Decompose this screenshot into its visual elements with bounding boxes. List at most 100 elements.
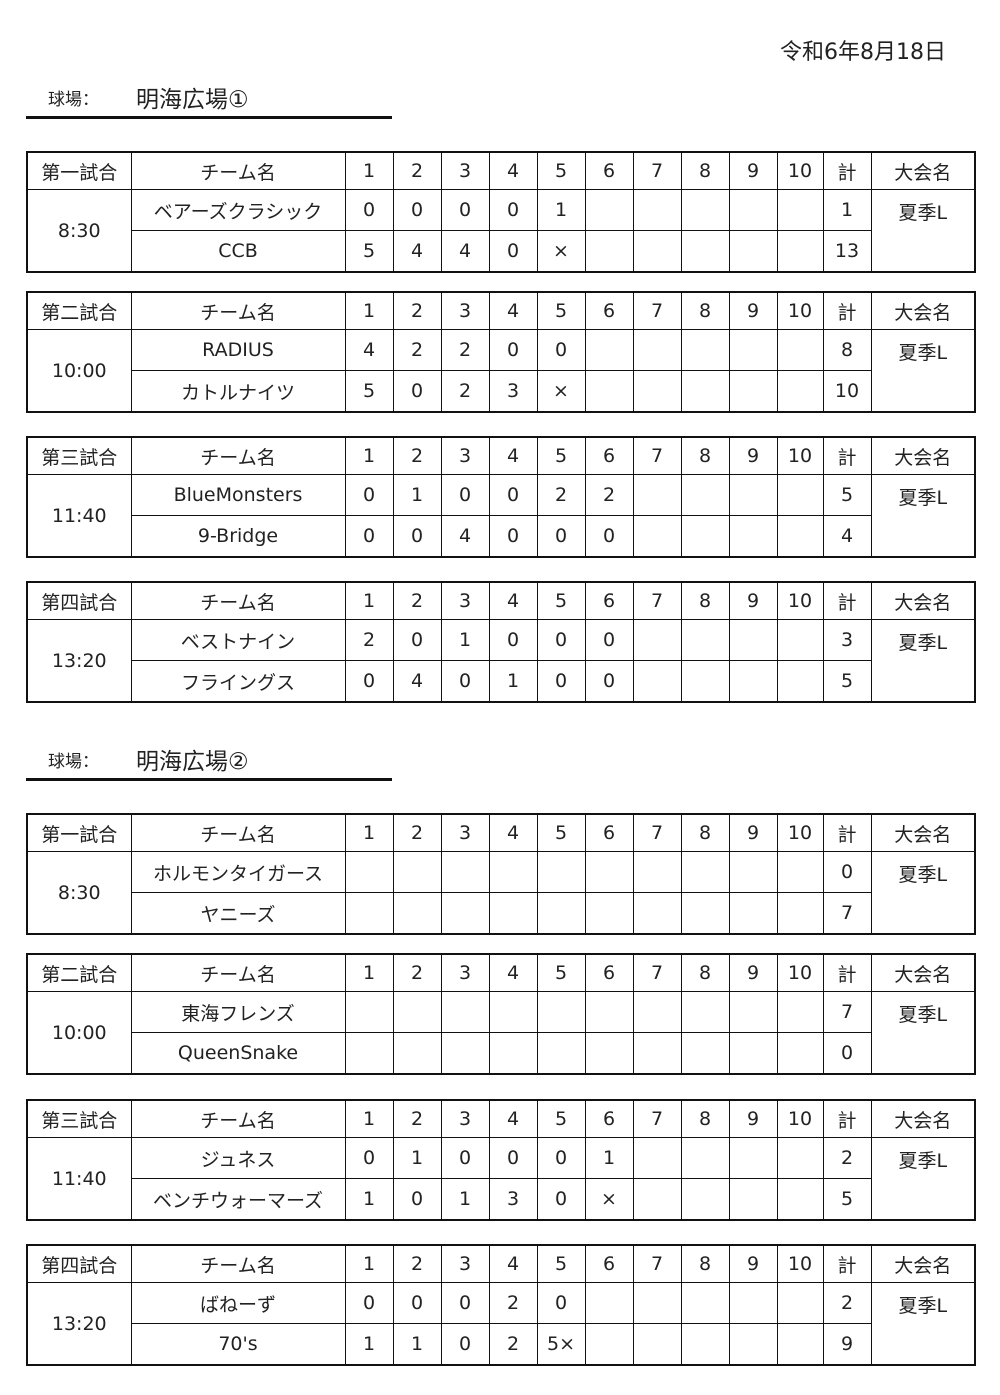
- inning-header: 4: [488, 291, 538, 330]
- game-score-table: 第三試合 チーム名 1 2 3 4 5 6 7 8 9 10 計大会名 11:40 BlueMonsters…: [26, 436, 976, 558]
- inning-header: 5: [536, 581, 586, 620]
- inning-header: 2: [392, 436, 442, 475]
- team-header: チーム名: [130, 151, 346, 190]
- team-name: カトルナイツ: [130, 370, 346, 413]
- inning-score: [584, 991, 634, 1033]
- inning-score: [632, 851, 682, 893]
- team-header: チーム名: [130, 953, 346, 992]
- inning-score: [776, 329, 824, 371]
- inning-score: [776, 515, 824, 558]
- inning-score: [680, 329, 730, 371]
- inning-header: 7: [632, 151, 682, 190]
- inning-header: 5: [536, 1244, 586, 1283]
- inning-header: 7: [632, 953, 682, 992]
- table-header-row: 第三試合 チーム名 1 2 3 4 5 6 7 8 9 10 計大会名: [26, 436, 976, 475]
- inning-header: 3: [440, 813, 490, 852]
- inning-score: 0: [536, 1282, 586, 1324]
- inning-score: 0: [488, 1137, 538, 1179]
- tournament-header: 大会名: [870, 813, 976, 852]
- team-total: 5: [822, 474, 872, 516]
- tournament-name: 夏季L: [870, 1137, 976, 1221]
- inning-score: [776, 892, 824, 935]
- inning-score: [584, 1032, 634, 1075]
- team-name: ジュネス: [130, 1137, 346, 1179]
- inning-header: 10: [776, 151, 824, 190]
- tournament-header: 大会名: [870, 581, 976, 620]
- inning-score: ×: [584, 1178, 634, 1221]
- inning-header: 3: [440, 953, 490, 992]
- inning-score: 0: [536, 515, 586, 558]
- inning-score: [728, 1032, 778, 1075]
- inning-score: [632, 892, 682, 935]
- tournament-header: 大会名: [870, 291, 976, 330]
- inning-score: 0: [440, 1137, 490, 1179]
- inning-score: [488, 991, 538, 1033]
- inning-score: 0: [488, 619, 538, 661]
- team-header: チーム名: [130, 1244, 346, 1283]
- tournament-name: 夏季L: [870, 329, 976, 413]
- inning-score: [488, 1032, 538, 1075]
- table-header-row: 第四試合 チーム名 1 2 3 4 5 6 7 8 9 10 計大会名: [26, 581, 976, 620]
- total-header: 計: [822, 581, 872, 620]
- inning-header: 8: [680, 1099, 730, 1138]
- inning-header: 9: [728, 151, 778, 190]
- inning-header: 7: [632, 436, 682, 475]
- team-name: QueenSnake: [130, 1032, 346, 1075]
- game-score-table: 第四試合 チーム名 1 2 3 4 5 6 7 8 9 10 計大会名 13:20 ベストナイン 2 0 1 0 0 0…: [26, 581, 976, 703]
- team-name: ベストナイン: [130, 619, 346, 661]
- tournament-name: 夏季L: [870, 619, 976, 703]
- inning-header: 10: [776, 1244, 824, 1283]
- inning-score: 0: [584, 619, 634, 661]
- game-time: 13:20: [26, 1282, 132, 1366]
- team-row: 10:00 RADIUS 4 2 2 0 0 8 夏季L: [26, 329, 976, 413]
- inning-header: 1: [344, 1099, 394, 1138]
- inning-score: [584, 1282, 634, 1324]
- inning-score: 0: [584, 660, 634, 703]
- team-name: ヤニーズ: [130, 892, 346, 935]
- inning-score: [728, 370, 778, 413]
- team-total: 0: [822, 851, 872, 893]
- inning-header: 1: [344, 581, 394, 620]
- inning-header: 10: [776, 953, 824, 992]
- inning-score: [344, 1032, 394, 1075]
- team-total: 0: [822, 1032, 872, 1075]
- team-total: 9: [822, 1323, 872, 1366]
- team-total: 1: [822, 189, 872, 231]
- inning-score: [728, 851, 778, 893]
- inning-score: [776, 1323, 824, 1366]
- inning-score: [728, 660, 778, 703]
- inning-score: [776, 619, 824, 661]
- inning-score: 1: [440, 1178, 490, 1221]
- inning-score: [392, 851, 442, 893]
- inning-header: 3: [440, 1244, 490, 1283]
- inning-score: 0: [536, 660, 586, 703]
- inning-score: 0: [344, 474, 394, 516]
- venue-heading: 球場： 明海広場①: [26, 80, 392, 119]
- team-row: 11:40 ジュネス 0 1 0 0 0 1 2 夏季L: [26, 1137, 976, 1221]
- game-title: 第一試合: [26, 813, 132, 852]
- game-title: 第三試合: [26, 436, 132, 475]
- inning-score: [536, 991, 586, 1033]
- inning-score: [776, 1282, 824, 1324]
- inning-header: 1: [344, 813, 394, 852]
- inning-header: 7: [632, 1099, 682, 1138]
- inning-header: 2: [392, 291, 442, 330]
- inning-score: [728, 991, 778, 1033]
- inning-score: [728, 1137, 778, 1179]
- team-name: BlueMonsters: [130, 474, 346, 516]
- inning-header: 6: [584, 291, 634, 330]
- inning-score: 5×: [536, 1323, 586, 1366]
- inning-score: 2: [536, 474, 586, 516]
- team-name: ベアーズクラシック: [130, 189, 346, 231]
- inning-score: [680, 230, 730, 273]
- inning-score: [344, 892, 394, 935]
- inning-score: [440, 892, 490, 935]
- venue-name: 明海広場②: [136, 749, 249, 775]
- inning-score: [680, 1032, 730, 1075]
- team-row: 8:30 ホルモンタイガース 0 夏季L: [26, 851, 976, 935]
- team-total: 7: [822, 892, 872, 935]
- venue-heading: 球場： 明海広場②: [26, 742, 392, 781]
- inning-score: [680, 474, 730, 516]
- table-header-row: 第二試合 チーム名 1 2 3 4 5 6 7 8 9 10 計大会名: [26, 953, 976, 992]
- inning-score: 3: [488, 1178, 538, 1221]
